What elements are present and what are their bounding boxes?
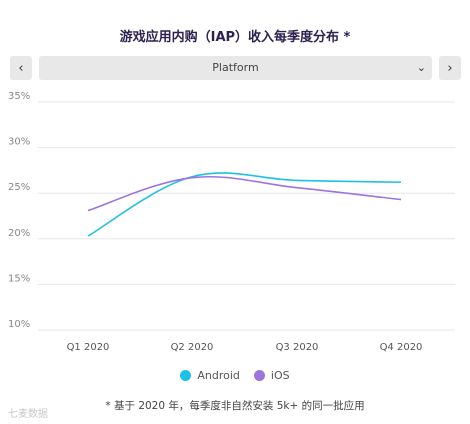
chevron-left-icon: ‹ bbox=[18, 60, 24, 76]
chart-legend: Android iOS bbox=[0, 369, 470, 382]
y-tick-label-5: 10% bbox=[8, 319, 30, 330]
y-tick-label-4: 15% bbox=[8, 273, 30, 284]
x-tick-label-2: Q3 2020 bbox=[276, 342, 319, 353]
y-tick-label-3: 20% bbox=[8, 228, 30, 239]
x-tick-label-1: Q2 2020 bbox=[171, 342, 214, 353]
chevron-down-icon: ⌄ bbox=[416, 61, 426, 74]
y-tick-label-2: 25% bbox=[8, 182, 30, 193]
legend-item-ios[interactable]: iOS bbox=[253, 369, 290, 382]
chevron-right-icon: › bbox=[447, 60, 453, 76]
legend-label-ios: iOS bbox=[270, 369, 290, 382]
prev-button[interactable]: ‹ bbox=[10, 56, 32, 80]
legend-label-android: Android bbox=[197, 369, 240, 382]
y-tick-label-0: 35% bbox=[8, 91, 30, 102]
watermark: 七麦数据 bbox=[8, 409, 48, 420]
line-chart: 35% 30% 25% 20% 15% 10% Q1 2020 Q2 2020 Q3 2020 Q… bbox=[8, 91, 455, 353]
platform-dropdown[interactable]: Platform ⌄ bbox=[39, 56, 432, 80]
legend-item-android[interactable]: Android bbox=[180, 369, 240, 382]
chart-title: 游戏应用内购（IAP）收入每季度分布 * bbox=[119, 30, 351, 45]
series-line-ios bbox=[87, 175, 402, 212]
dropdown-value: Platform bbox=[212, 61, 259, 74]
y-tick-label-1: 30% bbox=[8, 137, 30, 148]
series-line-android bbox=[87, 172, 402, 237]
footnote: * 基于 2020 年，每季度非自然安装 5k+ 的同一批应用 bbox=[105, 400, 365, 412]
x-tick-label-0: Q1 2020 bbox=[67, 342, 110, 353]
x-tick-label-3: Q4 2020 bbox=[380, 342, 423, 353]
next-button[interactable]: › bbox=[439, 56, 461, 80]
legend-marker-ios bbox=[253, 370, 265, 381]
legend-marker-android bbox=[180, 370, 192, 381]
